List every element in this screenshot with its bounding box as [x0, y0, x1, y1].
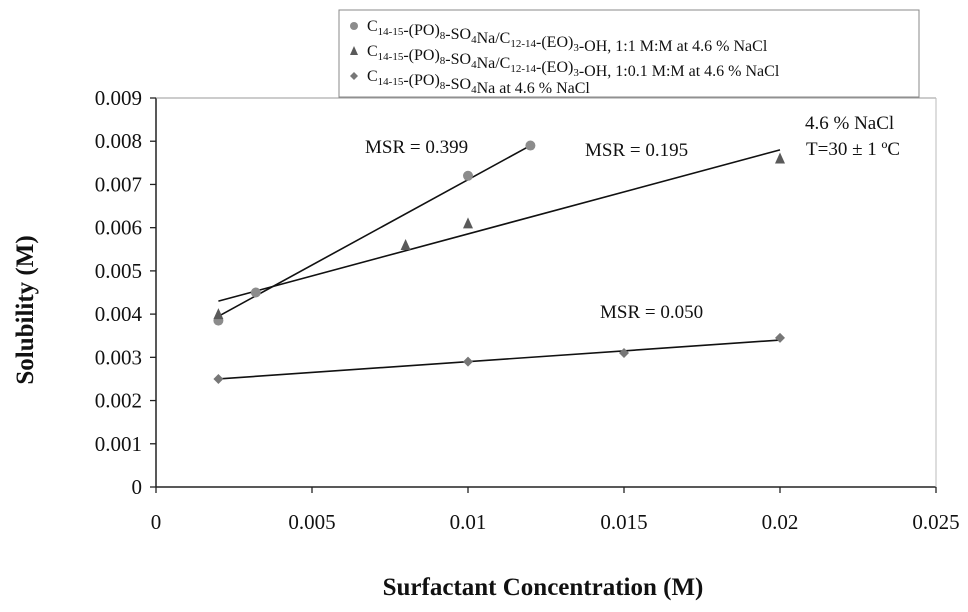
legend-entry-label: C14-15-(PO)8-SO4Na at 4.6 % NaCl: [367, 68, 590, 97]
annotation-msr-0195: MSR = 0.195: [585, 140, 688, 161]
legend-entry-label: C14-15-(PO)8-SO4Na/C12-14-(EO)3-OH, 1:0.…: [367, 43, 780, 80]
data-point-series-2: [400, 238, 411, 250]
y-tick-label: 0.001: [95, 432, 142, 456]
legend-marker: [350, 22, 358, 30]
x-tick-label: 0.02: [762, 510, 799, 534]
fit-line-series-3: [218, 339, 781, 380]
y-tick-label: 0.008: [95, 129, 142, 153]
data-point-series-1: [525, 140, 536, 151]
y-tick-label: 0.009: [95, 86, 142, 110]
y-tick-label: 0.005: [95, 259, 142, 283]
data-point-series-3: [213, 373, 224, 384]
x-tick-label: 0.005: [288, 510, 335, 534]
y-tick-label: 0.006: [95, 216, 142, 240]
x-tick-label: 0.01: [450, 510, 487, 534]
data-point-series-3: [619, 348, 629, 359]
y-axis-title: Solubility (M): [12, 235, 39, 384]
annotation-msr-0050: MSR = 0.050: [600, 302, 703, 323]
y-tick-label: 0.004: [95, 302, 143, 326]
data-markers: [213, 140, 785, 384]
x-tick-label: 0.025: [912, 510, 959, 534]
data-point-series-2: [463, 217, 473, 229]
legend: C14-15-(PO)8-SO4Na/C12-14-(EO)3-OH, 1:1 …: [338, 9, 920, 98]
data-point-series-3: [775, 332, 785, 343]
annotation-msr-0399: MSR = 0.399: [365, 137, 468, 158]
data-point-series-2: [213, 308, 224, 320]
fit-line-series-2: [218, 149, 781, 302]
y-tick-label: 0.003: [95, 345, 142, 369]
legend-marker: [350, 46, 358, 55]
legend-box: [338, 9, 920, 98]
x-axis-title: Surfactant Concentration (M): [383, 574, 704, 601]
axes: 0 0.001 0.002 0.003 0.004 0.005 0.006 0.007 0.00…: [95, 86, 960, 534]
data-point-series-1: [463, 170, 473, 181]
x-tick-label: 0: [151, 510, 162, 534]
annotation-temperature: T=30 ± 1 ºC: [806, 139, 900, 160]
data-point-series-1: [250, 287, 261, 298]
annotation-nacl: 4.6 % NaCl: [805, 113, 894, 134]
y-tick-label: 0.007: [95, 172, 142, 196]
data-point-series-2: [775, 152, 785, 164]
y-tick-label: 0: [132, 475, 143, 499]
legend-entry-label: C14-15-(PO)8-SO4Na/C12-14-(EO)3-OH, 1:1 …: [367, 18, 768, 55]
legend-marker: [350, 72, 358, 80]
fit-line-series-1: [218, 144, 531, 317]
y-tick-label: 0.002: [95, 389, 142, 413]
data-point-series-3: [463, 356, 473, 367]
fit-lines: [218, 144, 781, 380]
x-tick-label: 0.015: [600, 510, 647, 534]
